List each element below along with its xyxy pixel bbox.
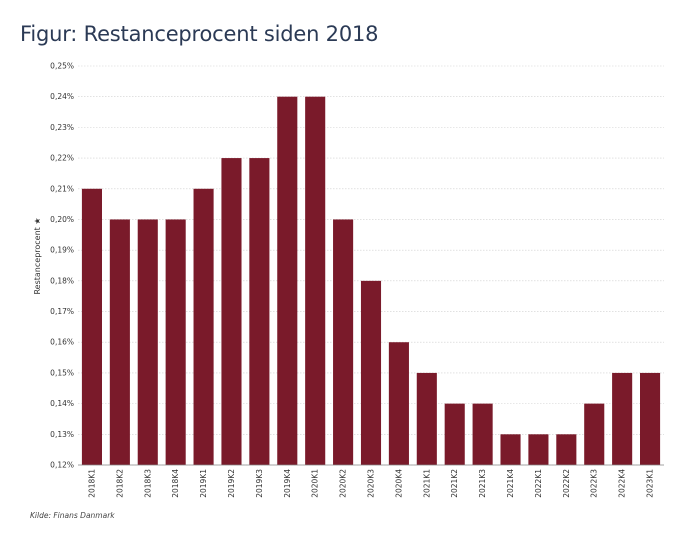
bar-2020K2 bbox=[333, 219, 354, 465]
bar-2018K2 bbox=[109, 219, 130, 465]
x-tick-label: 2021K2 bbox=[450, 469, 459, 498]
bar-2023K1 bbox=[640, 372, 661, 465]
y-tick-label: 0,18% bbox=[50, 276, 74, 285]
x-tick-label: 2018K4 bbox=[171, 469, 180, 498]
bar-2020K1 bbox=[305, 96, 326, 465]
x-tick-label: 2022K1 bbox=[534, 469, 543, 498]
y-tick-label: 0,17% bbox=[50, 307, 74, 316]
y-tick-label: 0,25% bbox=[50, 62, 74, 71]
bar-2019K3 bbox=[249, 158, 270, 466]
y-tick-label: 0,14% bbox=[50, 399, 74, 408]
bar-2021K3 bbox=[472, 403, 493, 465]
y-tick-label: 0,16% bbox=[50, 338, 74, 347]
x-tick-label: 2018K1 bbox=[87, 469, 96, 498]
y-tick-label: 0,20% bbox=[50, 215, 74, 224]
x-tick-label: 2021K3 bbox=[478, 469, 487, 498]
x-axis-ticks: 2018K1 2018K2 2018K3 2018K4 2019K1 2019K2 2019… bbox=[87, 469, 654, 498]
bar-2019K1 bbox=[193, 188, 214, 465]
y-tick-label: 0,23% bbox=[50, 123, 74, 132]
y-tick-label: 0,12% bbox=[50, 461, 74, 470]
bar-2018K1 bbox=[81, 188, 102, 465]
bar-2022K4 bbox=[612, 372, 633, 465]
bar-2022K1 bbox=[528, 434, 549, 465]
source-note: Kilde: Finans Danmark bbox=[30, 511, 115, 520]
bar-2020K3 bbox=[360, 280, 382, 465]
y-tick-label: 0,22% bbox=[50, 154, 74, 163]
bar-2021K4 bbox=[500, 434, 521, 465]
x-tick-label: 2019K2 bbox=[227, 469, 236, 498]
x-tick-label: 2020K1 bbox=[311, 469, 320, 498]
y-tick-label: 0,13% bbox=[50, 430, 74, 439]
x-tick-label: 2019K3 bbox=[255, 469, 264, 498]
bars bbox=[81, 96, 661, 466]
bar-2022K2 bbox=[556, 434, 577, 465]
bar-2021K2 bbox=[444, 403, 465, 465]
bar-2019K4 bbox=[277, 96, 298, 465]
x-tick-label: 2022K3 bbox=[590, 469, 599, 498]
bar-2021K1 bbox=[416, 372, 437, 465]
x-tick-label: 2018K2 bbox=[115, 469, 124, 498]
x-tick-label: 2019K4 bbox=[283, 469, 292, 498]
y-tick-label: 0,24% bbox=[50, 92, 74, 101]
y-tick-label: 0,19% bbox=[50, 246, 74, 255]
x-tick-label: 2020K2 bbox=[339, 469, 348, 498]
x-tick-label: 2023K1 bbox=[646, 469, 655, 498]
y-tick-label: 0,15% bbox=[50, 368, 74, 377]
y-tick-label: 0,21% bbox=[50, 184, 74, 193]
x-tick-label: 2021K4 bbox=[506, 469, 515, 498]
x-tick-label: 2021K1 bbox=[422, 469, 431, 498]
bar-2022K3 bbox=[584, 403, 605, 465]
x-tick-label: 2022K2 bbox=[562, 469, 571, 498]
bar-2020K4 bbox=[388, 342, 409, 465]
x-tick-label: 2022K4 bbox=[618, 469, 627, 498]
x-tick-label: 2020K4 bbox=[394, 469, 403, 498]
y-axis-ticks: 0,12% 0,13% 0,14% 0,15% 0,16% 0,17% 0,18% 0,19%… bbox=[50, 62, 74, 470]
bar-2018K3 bbox=[137, 219, 158, 465]
x-tick-label: 2020K3 bbox=[367, 469, 376, 498]
x-tick-label: 2019K1 bbox=[199, 469, 208, 498]
bar-2018K4 bbox=[165, 219, 186, 465]
bar-2019K2 bbox=[221, 158, 242, 466]
x-tick-label: 2018K3 bbox=[143, 469, 152, 498]
y-axis-label: Restanceprocent ★ bbox=[33, 217, 42, 294]
chart-title: Figur: Restanceprocent siden 2018 bbox=[20, 22, 379, 46]
